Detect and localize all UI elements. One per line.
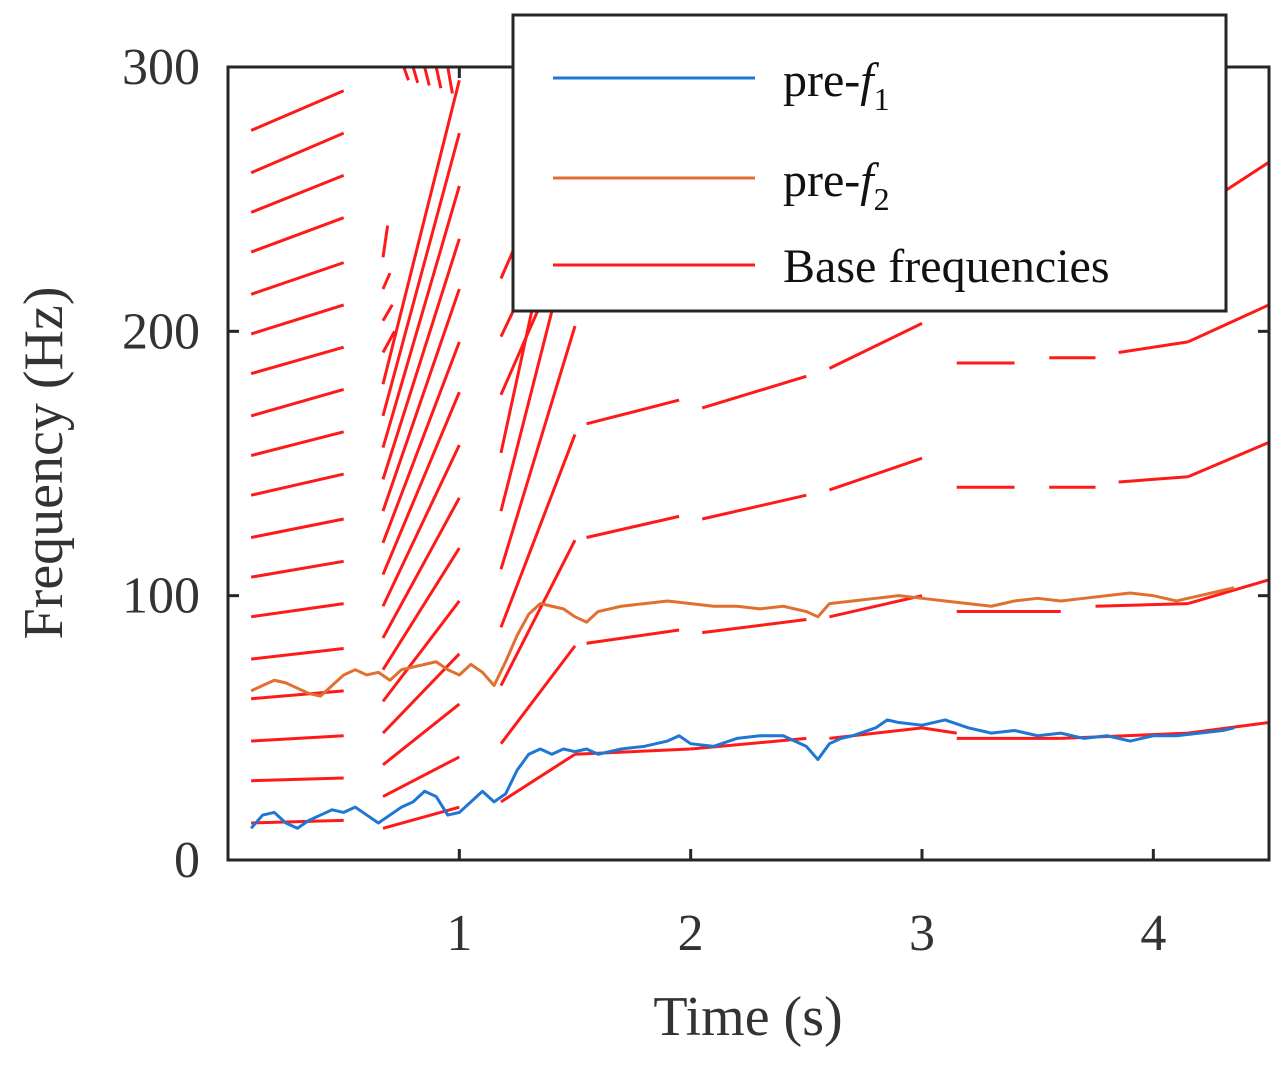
base-frequency-segment-11	[250, 345, 345, 376]
base-frequency-segment-44	[499, 539, 577, 687]
base-frequency-segment-30	[381, 185, 461, 449]
legend-entry-pre2: pre-f2	[783, 154, 890, 217]
legend-entry-pre1-sub: 1	[874, 81, 890, 117]
base-frequency-segment-15	[250, 173, 345, 214]
base-frequency-segment-17	[250, 89, 345, 132]
base-frequency-segment-9	[250, 430, 345, 458]
legend-box	[511, 13, 1228, 313]
legend-entry-pre1-text: pre-	[783, 54, 860, 107]
base-frequency-segment-2	[251, 734, 344, 743]
base-frequency-segment-34	[381, 304, 394, 322]
series-layer	[250, 586, 1235, 830]
base-frequency-segment-32	[381, 79, 461, 385]
base-frequency-segment-1	[251, 776, 344, 783]
base-frequency-segment-26	[381, 391, 461, 576]
legend: pre-f1 pre-f2 Base frequencies	[511, 13, 1228, 313]
legend-entry-pre1: pre-f1	[783, 54, 890, 117]
base-frequency-segment-41	[446, 67, 454, 94]
base-frequency-segment-43	[499, 644, 577, 745]
base-frequency-segment-78	[1187, 303, 1269, 344]
base-frequency-segment-67	[828, 456, 923, 492]
x-tick-label-1: 1	[446, 905, 472, 962]
legend-entry-base: Base frequencies	[783, 240, 1110, 293]
base-frequency-segment-29	[381, 238, 461, 480]
base-frequency-segment-5	[250, 602, 344, 619]
base-frequency-segment-19	[382, 755, 461, 798]
x-tick-label-2: 2	[678, 905, 704, 962]
y-tick-label-300: 300	[122, 39, 200, 96]
base-frequency-segment-66	[701, 493, 807, 521]
base-frequency-segment-60	[702, 617, 807, 635]
base-frequency-segment-20	[382, 702, 461, 767]
base-frequency-segment-39	[423, 67, 431, 86]
base-frequency-segment-36	[381, 225, 390, 258]
base-frequency-segment-6	[250, 559, 344, 579]
base-frequency-segment-59	[586, 628, 680, 645]
base-frequency-segment-49	[499, 304, 542, 396]
base-frequency-segment-21	[381, 652, 461, 735]
series-line-pre-f2	[250, 586, 1235, 698]
base-frequency-segment-77	[1118, 340, 1189, 354]
base-frequency-segment-16	[250, 131, 345, 175]
base-frequency-segment-22	[381, 600, 461, 703]
base-frequency-segment-46	[499, 325, 577, 570]
base-frequency-segment-4	[250, 647, 344, 661]
base-frequency-segment-33	[381, 330, 396, 354]
base-frequency-segment-28	[381, 288, 461, 512]
base-frequency-segment-74	[828, 322, 923, 370]
base-frequency-segment-40	[434, 67, 443, 89]
legend-entry-pre2-text: pre-	[783, 154, 860, 207]
base-frequency-segment-25	[381, 444, 461, 607]
base-frequency-segment-37	[402, 67, 410, 81]
base-frequency-segment-61	[829, 594, 923, 619]
base-frequency-segment-14	[250, 216, 345, 254]
series-line-pre-f1	[250, 718, 1235, 830]
base-frequency-segment-45	[499, 433, 577, 628]
x-tick-label-3: 3	[909, 905, 935, 962]
base-frequency-segment-27	[381, 341, 461, 544]
base-frequency-segment-10	[250, 388, 345, 418]
base-frequency-segment-31	[381, 132, 461, 417]
base-frequency-segment-65	[586, 514, 680, 539]
tick-labels: 1 2 3 4 0 100 200 300	[122, 39, 1166, 962]
base-frequency-segment-73	[701, 374, 807, 410]
y-axis-label: Frequency (Hz)	[13, 287, 75, 640]
base-frequency-segment-8	[250, 472, 345, 497]
base-frequency-segment-72	[586, 398, 680, 426]
legend-entry-pre2-sub: 2	[874, 181, 890, 217]
base-frequency-segment-12	[250, 303, 345, 336]
base-frequency-segment-55	[921, 726, 957, 735]
base-frequency-segment-38	[411, 67, 420, 84]
base-frequency-segment-24	[381, 497, 461, 639]
base-frequency-segment-35	[381, 272, 392, 290]
base-frequency-segment-23	[381, 547, 461, 671]
base-frequency-segment-42	[500, 753, 576, 804]
y-tick-label-0: 0	[174, 832, 200, 889]
base-frequency-segment-64	[1187, 578, 1269, 606]
base-frequency-segment-3	[251, 689, 344, 701]
x-tick-label-4: 4	[1140, 905, 1166, 962]
base-frequency-segment-13	[250, 261, 345, 296]
base-frequency-segment-0	[251, 818, 344, 825]
base-frequency-segment-7	[250, 517, 344, 539]
x-axis-label: Time (s)	[653, 986, 842, 1048]
y-tick-label-100: 100	[122, 568, 200, 625]
base-frequency-segment-70	[1118, 475, 1189, 484]
base-frequency-segment-71	[1187, 440, 1269, 479]
y-tick-label-200: 200	[122, 303, 200, 360]
base-frequency-segment-63	[1095, 602, 1189, 608]
